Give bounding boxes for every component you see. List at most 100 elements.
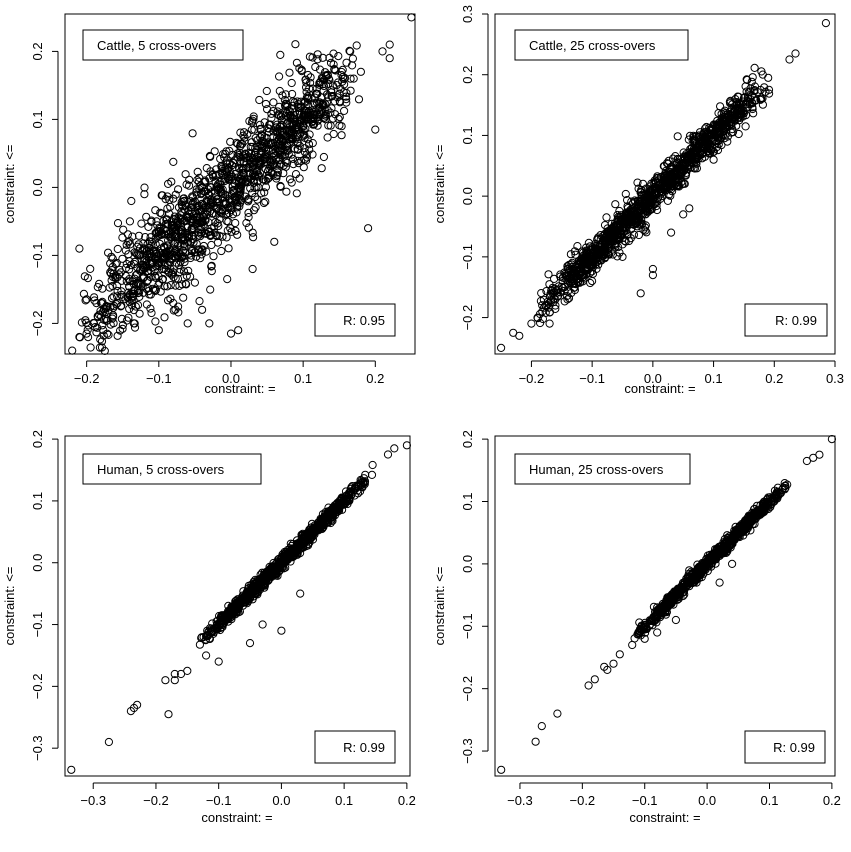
data-point: [174, 203, 184, 212]
data-point: [636, 218, 645, 227]
data-point: [185, 175, 194, 184]
data-point: [161, 248, 170, 257]
data-point: [186, 237, 196, 246]
x-tick-label: 0.1: [335, 793, 353, 808]
data-point: [290, 124, 299, 133]
data-point: [192, 239, 201, 248]
data-point: [735, 532, 744, 542]
data-point: [130, 259, 139, 269]
data-point: [202, 229, 211, 238]
data-point: [645, 203, 655, 212]
data-point: [125, 237, 134, 246]
data-point: [757, 67, 766, 76]
y-tick-label: 0.1: [460, 492, 475, 510]
data-point: [198, 246, 207, 255]
data-point: [135, 280, 144, 289]
data-point: [244, 208, 253, 217]
data-point: [160, 313, 169, 322]
data-point: [240, 137, 249, 146]
data-point: [288, 101, 297, 110]
data-point: [97, 312, 106, 321]
data-point: [273, 126, 282, 136]
data-point: [641, 622, 650, 632]
data-point: [181, 170, 190, 179]
data-point: [113, 219, 123, 228]
data-point: [179, 235, 188, 244]
data-point: [259, 198, 269, 208]
data-point: [202, 197, 211, 206]
data-point: [681, 584, 690, 593]
data-point: [178, 202, 187, 211]
data-point: [283, 146, 292, 155]
data-point: [134, 231, 144, 240]
data-point: [636, 289, 645, 298]
data-point: [222, 233, 231, 242]
data-point: [320, 75, 329, 85]
data-point: [315, 65, 325, 74]
data-point: [236, 128, 245, 137]
data-point: [307, 106, 316, 115]
data-point: [136, 251, 145, 260]
data-point: [368, 460, 377, 470]
data-point: [138, 265, 147, 274]
y-axis-title: constraint: <=: [2, 567, 17, 646]
data-point: [112, 258, 121, 268]
data-point: [390, 444, 399, 453]
data-point: [269, 98, 278, 107]
data-point: [647, 185, 657, 194]
y-tick-label: −0.2: [460, 305, 475, 331]
data-point: [360, 477, 370, 486]
data-point: [544, 299, 553, 308]
data-point: [197, 633, 206, 642]
data-point: [109, 292, 118, 301]
data-point: [228, 603, 237, 612]
data-point: [169, 268, 178, 277]
data-point: [253, 136, 262, 145]
data-point: [192, 252, 201, 261]
y-axis-title: constraint: <=: [432, 145, 447, 224]
data-point: [602, 213, 611, 222]
data-point: [573, 278, 582, 287]
data-point: [361, 470, 370, 479]
data-point: [780, 479, 789, 488]
data-point: [121, 246, 130, 255]
data-point: [182, 271, 191, 280]
data-point: [617, 216, 626, 225]
x-axis-title: constraint: =: [624, 381, 695, 396]
data-point: [337, 122, 346, 131]
data-point: [275, 86, 284, 96]
data-point: [97, 337, 107, 346]
data-point: [169, 157, 178, 166]
data-point: [214, 657, 223, 666]
data-point: [281, 157, 290, 166]
data-point: [249, 114, 258, 123]
data-point: [679, 210, 688, 219]
data-point: [765, 89, 774, 98]
data-point: [292, 189, 301, 198]
data-point: [723, 132, 733, 141]
data-point: [131, 302, 140, 311]
data-point: [282, 187, 291, 196]
y-tick-label: 0.1: [460, 126, 475, 144]
data-point: [142, 251, 151, 260]
data-point: [718, 119, 728, 128]
data-point: [325, 53, 334, 63]
data-point: [252, 583, 261, 592]
data-point: [667, 592, 676, 601]
data-point: [162, 215, 171, 224]
data-point: [666, 191, 675, 200]
data-point: [124, 288, 133, 297]
data-point: [258, 175, 267, 184]
y-tick-label: −0.1: [30, 612, 45, 638]
data-point: [317, 108, 326, 117]
data-point: [195, 297, 204, 306]
data-point: [260, 118, 269, 127]
data-point: [98, 297, 107, 306]
data-point: [170, 247, 180, 256]
annotation-box: [314, 730, 396, 764]
data-point: [99, 326, 108, 335]
data-point: [306, 78, 315, 88]
data-point: [184, 233, 194, 242]
data-point: [236, 153, 245, 162]
data-point: [158, 191, 167, 200]
